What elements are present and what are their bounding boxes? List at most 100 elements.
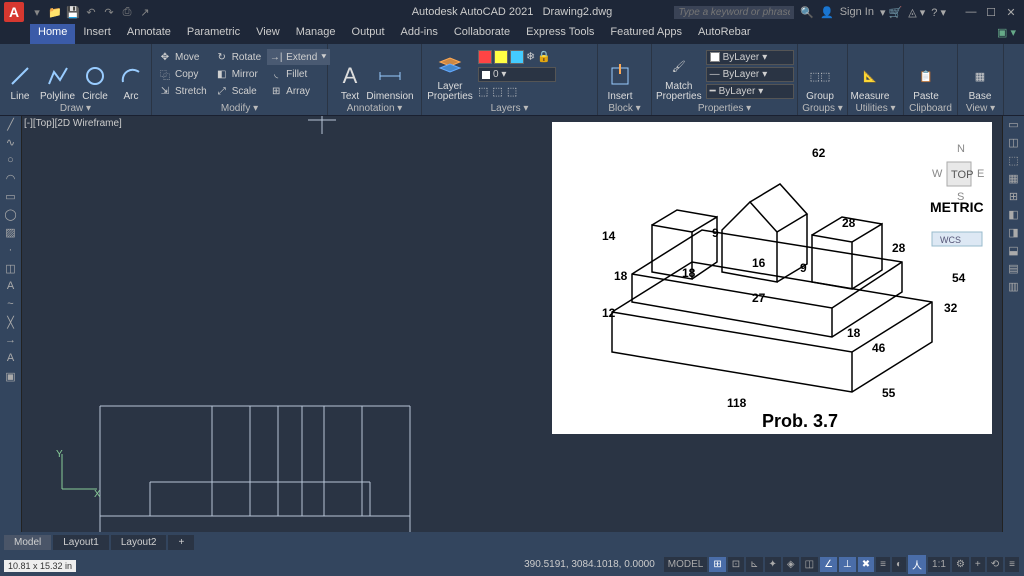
- text-button[interactable]: AText: [332, 46, 368, 102]
- rtool-6-icon[interactable]: ◧: [1005, 208, 1022, 224]
- tab-collaborate[interactable]: Collaborate: [446, 24, 518, 44]
- status-a-icon[interactable]: ∠: [820, 557, 837, 572]
- linetype-bylayer-dropdown[interactable]: — ByLayer ▾: [706, 67, 794, 82]
- status-cust-icon[interactable]: ≡: [1005, 557, 1019, 572]
- tool-spln-icon[interactable]: ~: [2, 298, 19, 314]
- rtool-7-icon[interactable]: ◨: [1005, 226, 1022, 242]
- rtool-10-icon[interactable]: ▥: [1005, 280, 1022, 296]
- rtool-5-icon[interactable]: ⊞: [1005, 190, 1022, 206]
- match-properties-button[interactable]: 🖌Match Properties: [656, 46, 702, 102]
- panel-draw-label[interactable]: Draw ▾: [4, 102, 147, 115]
- help-icon[interactable]: ? ▾: [931, 6, 946, 19]
- tool-rect-icon[interactable]: ▭: [2, 190, 19, 206]
- tab-layout1[interactable]: Layout1: [53, 535, 109, 550]
- stretch-button[interactable]: ⇲Stretch: [156, 83, 209, 99]
- panel-view-label[interactable]: View ▾: [962, 102, 999, 115]
- tool-text2-icon[interactable]: A: [2, 352, 19, 368]
- drawing-canvas[interactable]: [-][Top][2D Wireframe]: [22, 116, 1002, 532]
- tab-output[interactable]: Output: [344, 24, 393, 44]
- scale-button[interactable]: ⤢Scale: [213, 83, 263, 99]
- lineweight-bylayer-dropdown[interactable]: ━ ByLayer ▾: [706, 84, 794, 99]
- layer-color2-icon[interactable]: [494, 50, 508, 64]
- qat-print-icon[interactable]: ⎙: [120, 5, 134, 19]
- array-button[interactable]: ⊞Array: [267, 83, 329, 99]
- paste-button[interactable]: 📋Paste: [908, 46, 944, 102]
- rtool-1-icon[interactable]: ▭: [1005, 118, 1022, 134]
- panel-modify-label[interactable]: Modify ▾: [156, 102, 323, 115]
- tool-xline-icon[interactable]: ╳: [2, 316, 19, 332]
- tool-arc-icon[interactable]: ◠: [2, 172, 19, 188]
- extend-button[interactable]: →|Extend ⯆: [267, 49, 329, 65]
- tool-text-a-icon[interactable]: A: [2, 280, 19, 296]
- status-ann-icon[interactable]: ⟲: [987, 557, 1003, 572]
- status-grid-icon[interactable]: ⊞: [709, 557, 725, 572]
- rtool-2-icon[interactable]: ◫: [1005, 136, 1022, 152]
- qat-save-icon[interactable]: ▾: [30, 5, 44, 19]
- tab-layout2[interactable]: Layout2: [111, 535, 167, 550]
- cart-icon[interactable]: ▾ 🛒: [880, 6, 902, 19]
- tool-circle-icon[interactable]: ○: [2, 154, 19, 170]
- status-scale[interactable]: 1:1: [928, 557, 950, 572]
- fillet-button[interactable]: ◟Fillet: [267, 66, 329, 82]
- panel-block-label[interactable]: Block ▾: [602, 102, 647, 115]
- tab-addins[interactable]: Add-ins: [393, 24, 446, 44]
- layer-tool3-icon[interactable]: ⬚: [507, 85, 517, 98]
- search-input[interactable]: [674, 6, 794, 19]
- search-icon[interactable]: 🔍: [800, 6, 814, 19]
- panel-layers-label[interactable]: Layers ▾: [426, 102, 593, 115]
- panel-annotation-label[interactable]: Annotation ▾: [332, 102, 417, 115]
- tab-parametric[interactable]: Parametric: [179, 24, 248, 44]
- status-plus-icon[interactable]: +: [971, 557, 985, 572]
- qat-undo-icon[interactable]: ↶: [84, 5, 98, 19]
- status-polar-icon[interactable]: ✦: [765, 557, 781, 572]
- maximize-button[interactable]: ☐: [982, 6, 1000, 19]
- tab-express[interactable]: Express Tools: [518, 24, 602, 44]
- insert-button[interactable]: Insert: [602, 46, 638, 102]
- status-model[interactable]: MODEL: [664, 557, 708, 572]
- copy-button[interactable]: ⿻Copy: [156, 66, 209, 82]
- color-bylayer-dropdown[interactable]: ByLayer ▾: [706, 50, 794, 65]
- qat-save2-icon[interactable]: 💾: [66, 5, 80, 19]
- tool-pline-icon[interactable]: ∿: [2, 136, 19, 152]
- tab-insert[interactable]: Insert: [75, 24, 119, 44]
- arc-button[interactable]: Arc: [115, 46, 147, 102]
- tool-line-icon[interactable]: ╱: [2, 118, 19, 134]
- qat-share-icon[interactable]: ↗: [138, 5, 152, 19]
- panel-properties-label[interactable]: Properties ▾: [656, 102, 793, 115]
- circle-button[interactable]: Circle: [79, 46, 111, 102]
- status-gear-icon[interactable]: ⚙: [952, 557, 969, 572]
- qat-redo-icon[interactable]: ↷: [102, 5, 116, 19]
- layer-color-icon[interactable]: [478, 50, 492, 64]
- tool-point-icon[interactable]: ·: [2, 244, 19, 260]
- tab-add[interactable]: +: [168, 535, 194, 550]
- apps-icon[interactable]: ◬ ▾: [908, 6, 925, 19]
- tab-home[interactable]: Home: [30, 24, 75, 44]
- layer-color3-icon[interactable]: [510, 50, 524, 64]
- tab-view[interactable]: View: [248, 24, 288, 44]
- polyline-button[interactable]: Polyline: [40, 46, 75, 102]
- rotate-button[interactable]: ↻Rotate: [213, 49, 263, 65]
- panel-groups-label[interactable]: Groups ▾: [802, 102, 843, 115]
- rtool-8-icon[interactable]: ⬓: [1005, 244, 1022, 260]
- mirror-button[interactable]: ◧Mirror: [213, 66, 263, 82]
- tool-hatch-icon[interactable]: ▨: [2, 226, 19, 242]
- tool-ray-icon[interactable]: →: [2, 334, 19, 350]
- layer-properties-button[interactable]: Layer Properties: [426, 46, 474, 102]
- status-trn-icon[interactable]: ◐: [892, 557, 906, 572]
- tab-model[interactable]: Model: [4, 535, 51, 550]
- dimension-button[interactable]: Dimension: [372, 46, 408, 102]
- rtool-9-icon[interactable]: ▤: [1005, 262, 1022, 278]
- tool-ellipse-icon[interactable]: ◯: [2, 208, 19, 224]
- close-button[interactable]: ✕: [1002, 6, 1020, 19]
- layer-dropdown[interactable]: 0 ▾: [478, 67, 556, 82]
- status-osnap-icon[interactable]: ◫: [801, 557, 818, 572]
- status-qs-icon[interactable]: 人: [908, 555, 926, 574]
- measure-button[interactable]: 📐Measure: [852, 46, 888, 102]
- layer-lock-icon[interactable]: 🔒: [537, 50, 551, 64]
- move-button[interactable]: ✥Move: [156, 49, 209, 65]
- rtool-3-icon[interactable]: ⬚: [1005, 154, 1022, 170]
- signin-icon[interactable]: 👤: [820, 6, 834, 19]
- signin-label[interactable]: Sign In: [840, 6, 874, 18]
- tab-manage[interactable]: Manage: [288, 24, 344, 44]
- line-button[interactable]: Line: [4, 46, 36, 102]
